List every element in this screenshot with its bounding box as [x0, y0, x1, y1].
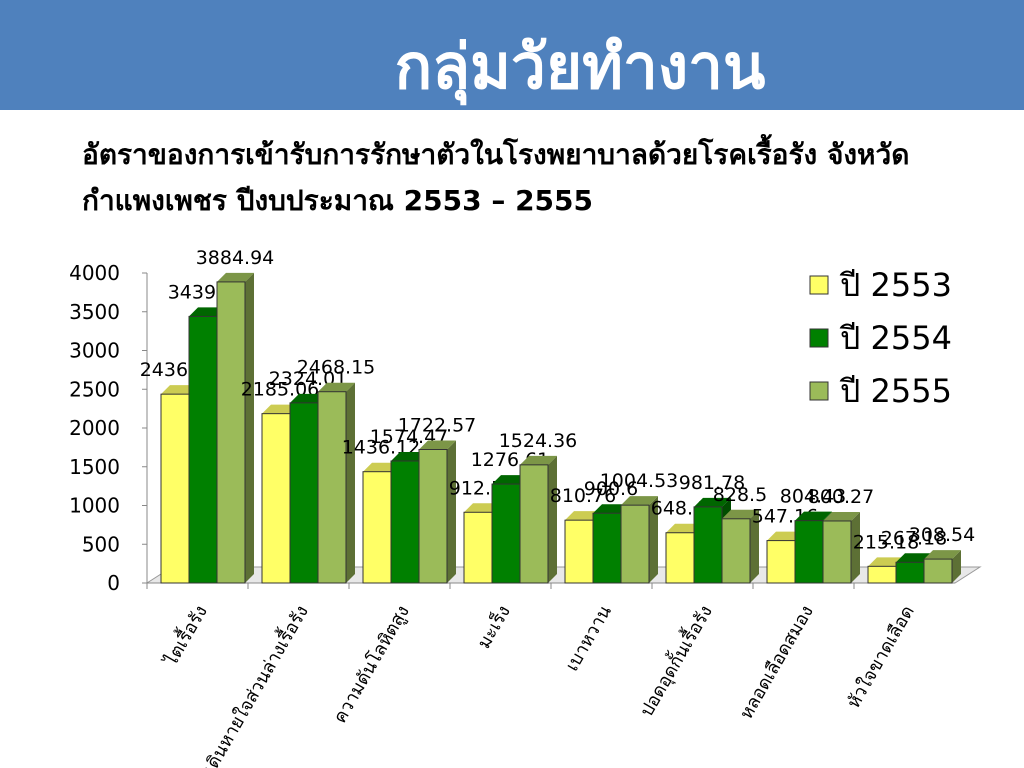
bar-side: [750, 509, 759, 583]
value-label: 828.5: [713, 484, 767, 506]
bar: [418, 449, 448, 584]
bar: [822, 520, 852, 584]
bar: [665, 532, 695, 584]
y-tick-label: 2000: [69, 416, 120, 440]
bar: [721, 518, 751, 584]
bar-top: [924, 550, 961, 560]
value-label: 215.18: [853, 531, 919, 553]
x-tick-label: ความดันโลหิตสูง: [329, 602, 414, 727]
bar: [693, 506, 723, 584]
bar: [261, 413, 291, 584]
value-label: 800.27: [808, 486, 874, 508]
bar: [592, 512, 622, 584]
y-tick-label: 1500: [69, 455, 120, 479]
chart-subtitle: อัตราของการเข้ารับการรักษาตัวในโรงพยาบาล…: [82, 138, 910, 217]
bar: [160, 393, 190, 584]
bar: [895, 561, 925, 584]
value-label: 267.18: [881, 527, 947, 549]
legend-swatch: [809, 275, 829, 295]
y-tick-label: 1000: [69, 494, 120, 518]
y-tick-label: 0: [107, 571, 120, 595]
bar-top: [694, 497, 731, 507]
y-tick-label: 3500: [69, 300, 120, 324]
value-label: 1004.53: [600, 470, 679, 492]
bar-top: [621, 496, 658, 506]
legend-label: ปี 2555: [839, 372, 952, 410]
x-tick-label: หัวใจขาดเลือด: [842, 602, 919, 713]
bar: [519, 464, 549, 584]
bar: [491, 483, 521, 584]
value-label: 810.76: [550, 485, 616, 507]
bar-top: [520, 455, 557, 465]
value-label: 804.43: [780, 486, 846, 508]
y-tick-label: 4000: [69, 261, 120, 285]
bar: [188, 315, 218, 584]
x-tick-label: มะเร็ง: [472, 601, 515, 652]
bar: [923, 558, 953, 584]
bar-top: [217, 272, 254, 282]
bar-side: [245, 272, 254, 583]
bar: [317, 391, 347, 584]
slide-title: กลุ่มวัยทำงาน: [394, 30, 766, 103]
header-band: [0, 0, 1024, 110]
y-tick-label: 2500: [69, 377, 120, 401]
y-tick-label: 500: [82, 532, 120, 556]
bar: [620, 504, 650, 584]
bar-top: [419, 440, 456, 450]
x-tick-label: ไตเรื้อรัง: [157, 601, 212, 672]
legend-swatch: [809, 328, 829, 348]
bar-top: [823, 511, 860, 521]
bar-top: [318, 382, 355, 392]
value-label: 1524.36: [499, 430, 578, 452]
bar-side: [649, 496, 658, 583]
bar: [390, 460, 420, 584]
legend-swatch: [809, 381, 829, 401]
bar-top: [795, 511, 832, 521]
legend-label: ปี 2553: [839, 266, 952, 304]
bar-top: [722, 509, 759, 519]
bar: [794, 520, 824, 584]
x-tick-label: ปอดอุดกั้นเรื้อรัง: [634, 601, 717, 721]
bar-side: [548, 455, 557, 583]
value-label: 1722.57: [398, 415, 477, 437]
bar: [216, 281, 246, 584]
bar-side: [447, 440, 456, 583]
y-tick-label: 3000: [69, 339, 120, 363]
bar: [463, 511, 493, 584]
value-label: 3884.94: [196, 247, 275, 269]
value-label: 2468.15: [297, 357, 376, 379]
value-label: 981.78: [679, 472, 745, 494]
bar: [867, 565, 897, 584]
bar: [289, 402, 319, 584]
bar-side: [952, 550, 961, 583]
bar-side: [346, 382, 355, 583]
legend-label: ปี 2554: [839, 319, 952, 357]
bar: [362, 471, 392, 584]
value-label: 900.6: [584, 478, 638, 500]
x-tick-label: หลอดเลือดสมอง: [736, 602, 818, 723]
value-label: 308.54: [909, 524, 975, 546]
x-tick-label: เบาหวาน: [562, 602, 616, 675]
bar-side: [851, 511, 860, 583]
bar: [766, 540, 796, 584]
bar: [564, 519, 594, 584]
